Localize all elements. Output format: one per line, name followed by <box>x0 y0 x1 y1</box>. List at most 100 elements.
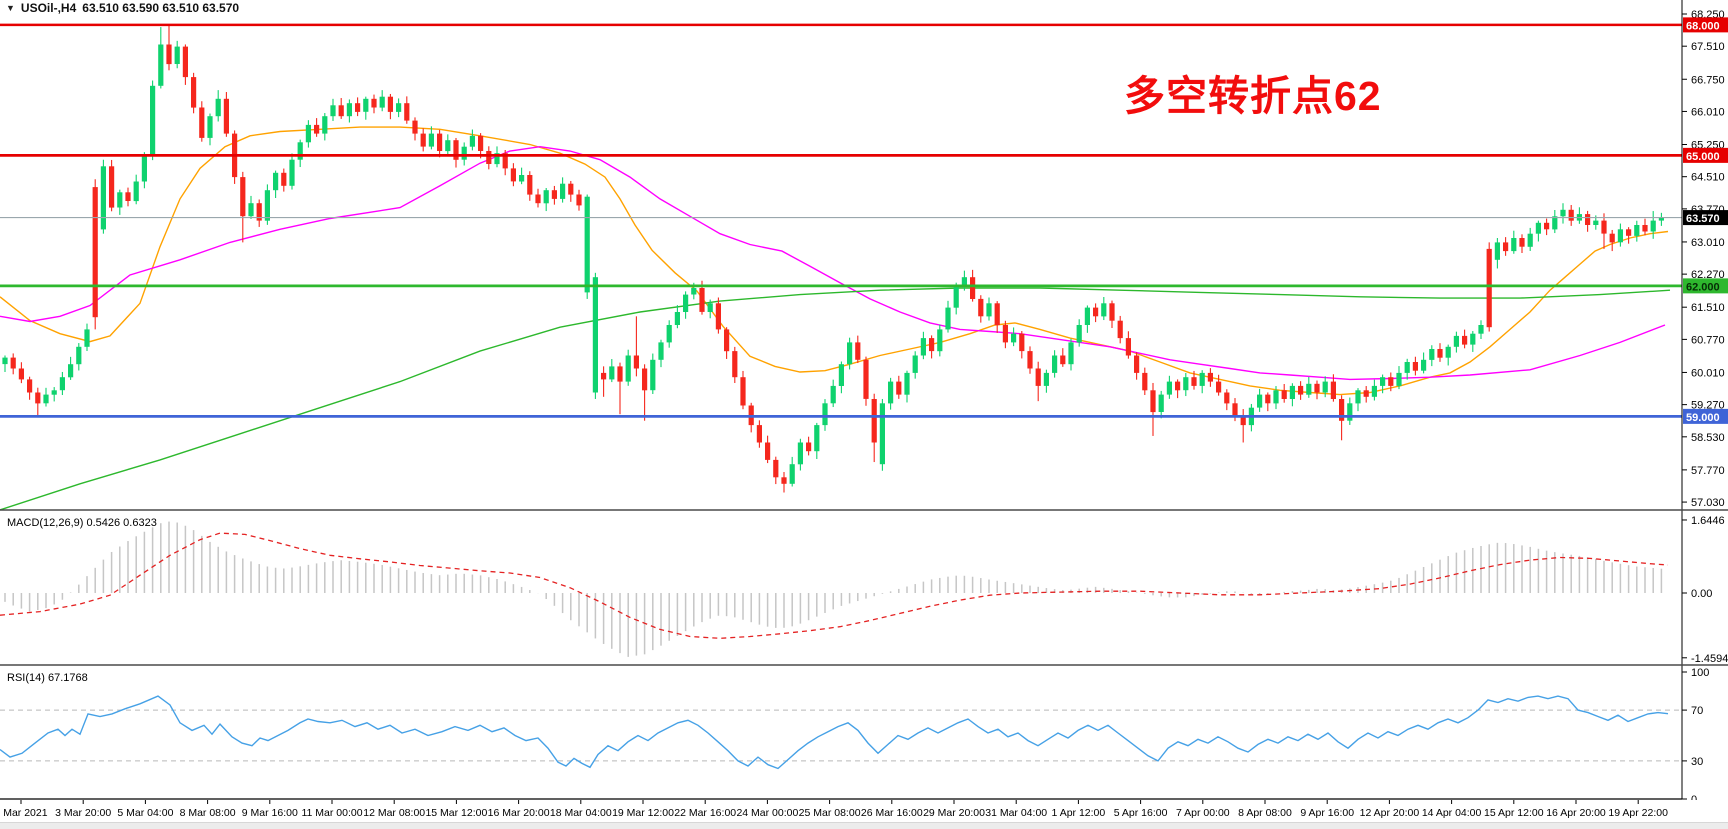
rsi-scale-label: 0 <box>1691 794 1697 800</box>
candle <box>937 329 943 352</box>
price-tick-label: 62.270 <box>1691 269 1725 281</box>
candle <box>1339 399 1345 421</box>
candle <box>1052 355 1058 373</box>
candle <box>1257 394 1263 408</box>
candle <box>1216 381 1222 393</box>
candle <box>387 96 393 112</box>
candle <box>1011 333 1017 343</box>
price-axis[interactable]: 68.25067.51066.75066.01065.25064.51063.7… <box>1681 0 1728 511</box>
macd-histogram <box>4 521 1663 657</box>
rsi-indicator-pane[interactable]: RSI(14) 67.1768 100 70 30 0 <box>0 666 1728 800</box>
time-tick-label: 12 Mar 08:00 <box>363 807 425 819</box>
candle <box>830 385 836 404</box>
candle <box>215 98 221 117</box>
candle <box>625 355 631 382</box>
candle <box>1273 390 1279 404</box>
rsi-line <box>0 695 1669 770</box>
candle <box>371 98 377 108</box>
candle <box>27 379 33 393</box>
price-tick-label: 67.510 <box>1691 41 1725 53</box>
candle <box>576 194 582 206</box>
candle <box>1117 320 1123 339</box>
price-tick-label: 66.750 <box>1691 74 1725 86</box>
candle <box>1199 372 1205 386</box>
time-tick-label: 25 Mar 08:00 <box>799 807 861 819</box>
candle <box>765 442 771 460</box>
candle <box>166 44 172 65</box>
candle <box>117 192 123 208</box>
candle <box>929 338 935 352</box>
candle <box>100 166 106 230</box>
candle <box>961 277 967 286</box>
time-tick-label: 5 Mar 04:00 <box>117 807 173 819</box>
bottom-scroll-strip[interactable] <box>0 822 1728 829</box>
chart-dropdown-icon[interactable]: ▼ <box>6 3 15 13</box>
candle <box>1609 233 1615 243</box>
candle <box>1470 333 1476 345</box>
candle <box>1445 346 1451 358</box>
candle <box>1306 383 1312 395</box>
time-tick-label: 19 Mar 12:00 <box>612 807 674 819</box>
price-badge-68.000 <box>1683 17 1728 33</box>
candle <box>568 183 574 195</box>
candle <box>150 85 156 156</box>
candle <box>35 392 41 404</box>
candle <box>945 307 951 330</box>
candle <box>978 298 984 317</box>
candle <box>1076 325 1082 343</box>
candle <box>461 146 467 160</box>
candle <box>1240 416 1246 426</box>
candle <box>1519 238 1525 247</box>
candle <box>1142 372 1148 391</box>
candle <box>1650 220 1656 232</box>
candle <box>281 172 287 186</box>
price-badge-65.000 <box>1683 147 1728 163</box>
horizontal-price-levels[interactable] <box>0 23 1682 418</box>
candle <box>355 103 361 112</box>
candle <box>609 366 615 380</box>
macd-axis[interactable]: 1.6446 0.00 -1.4594 <box>1681 511 1728 666</box>
price-tick-label: 58.530 <box>1691 432 1725 444</box>
macd-indicator-pane[interactable]: MACD(12,26,9) 0.5426 0.6323 1.6446 0.00 -1.… <box>0 511 1728 666</box>
candle <box>1371 385 1377 397</box>
time-tick-label: 9 Mar 16:00 <box>242 807 298 819</box>
candle <box>412 120 418 134</box>
rsi-axis[interactable]: 100 70 30 0 <box>1681 666 1709 800</box>
candle <box>724 329 730 352</box>
candle <box>125 192 131 201</box>
candle <box>1552 216 1558 230</box>
candle <box>551 190 557 199</box>
candle <box>1084 307 1090 325</box>
svg-text:65.000: 65.000 <box>1686 151 1720 163</box>
candle <box>59 377 65 391</box>
candle <box>1265 394 1271 404</box>
candle <box>486 151 492 164</box>
candle <box>1347 403 1353 421</box>
candle <box>240 177 246 217</box>
candle <box>1158 394 1164 412</box>
candle <box>863 359 869 399</box>
candle <box>781 477 787 484</box>
candle <box>699 288 705 312</box>
slow-ma-green <box>0 287 1671 511</box>
candle <box>912 355 918 373</box>
candle <box>888 381 894 404</box>
candle <box>1363 390 1369 397</box>
candle <box>584 196 590 293</box>
candle <box>847 342 853 365</box>
candle <box>396 103 402 112</box>
time-tick-label: 9 Apr 16:00 <box>1300 807 1354 819</box>
time-axis[interactable]: 2 Mar 2021 3 Mar 20:00 5 Mar 04:00 8 Mar 08… <box>0 800 1728 822</box>
macd-scale-label: 0.00 <box>1691 588 1712 600</box>
time-tick-label: 24 Mar 00:00 <box>736 807 798 819</box>
candle <box>478 135 484 151</box>
time-tick-label: 8 Apr 08:00 <box>1238 807 1292 819</box>
price-chart-pane[interactable]: 68.25067.51066.75066.01065.25064.51063.7… <box>0 0 1728 511</box>
candlestick-series <box>2 24 1664 493</box>
candle <box>273 172 279 191</box>
chart-title-bar: ▼ USOil-,H4 63.510 63.590 63.510 63.570 <box>6 1 239 15</box>
candle <box>1453 335 1459 347</box>
time-tick-label: 18 Mar 04:00 <box>550 807 612 819</box>
candle <box>191 77 197 108</box>
candle <box>1035 368 1041 386</box>
